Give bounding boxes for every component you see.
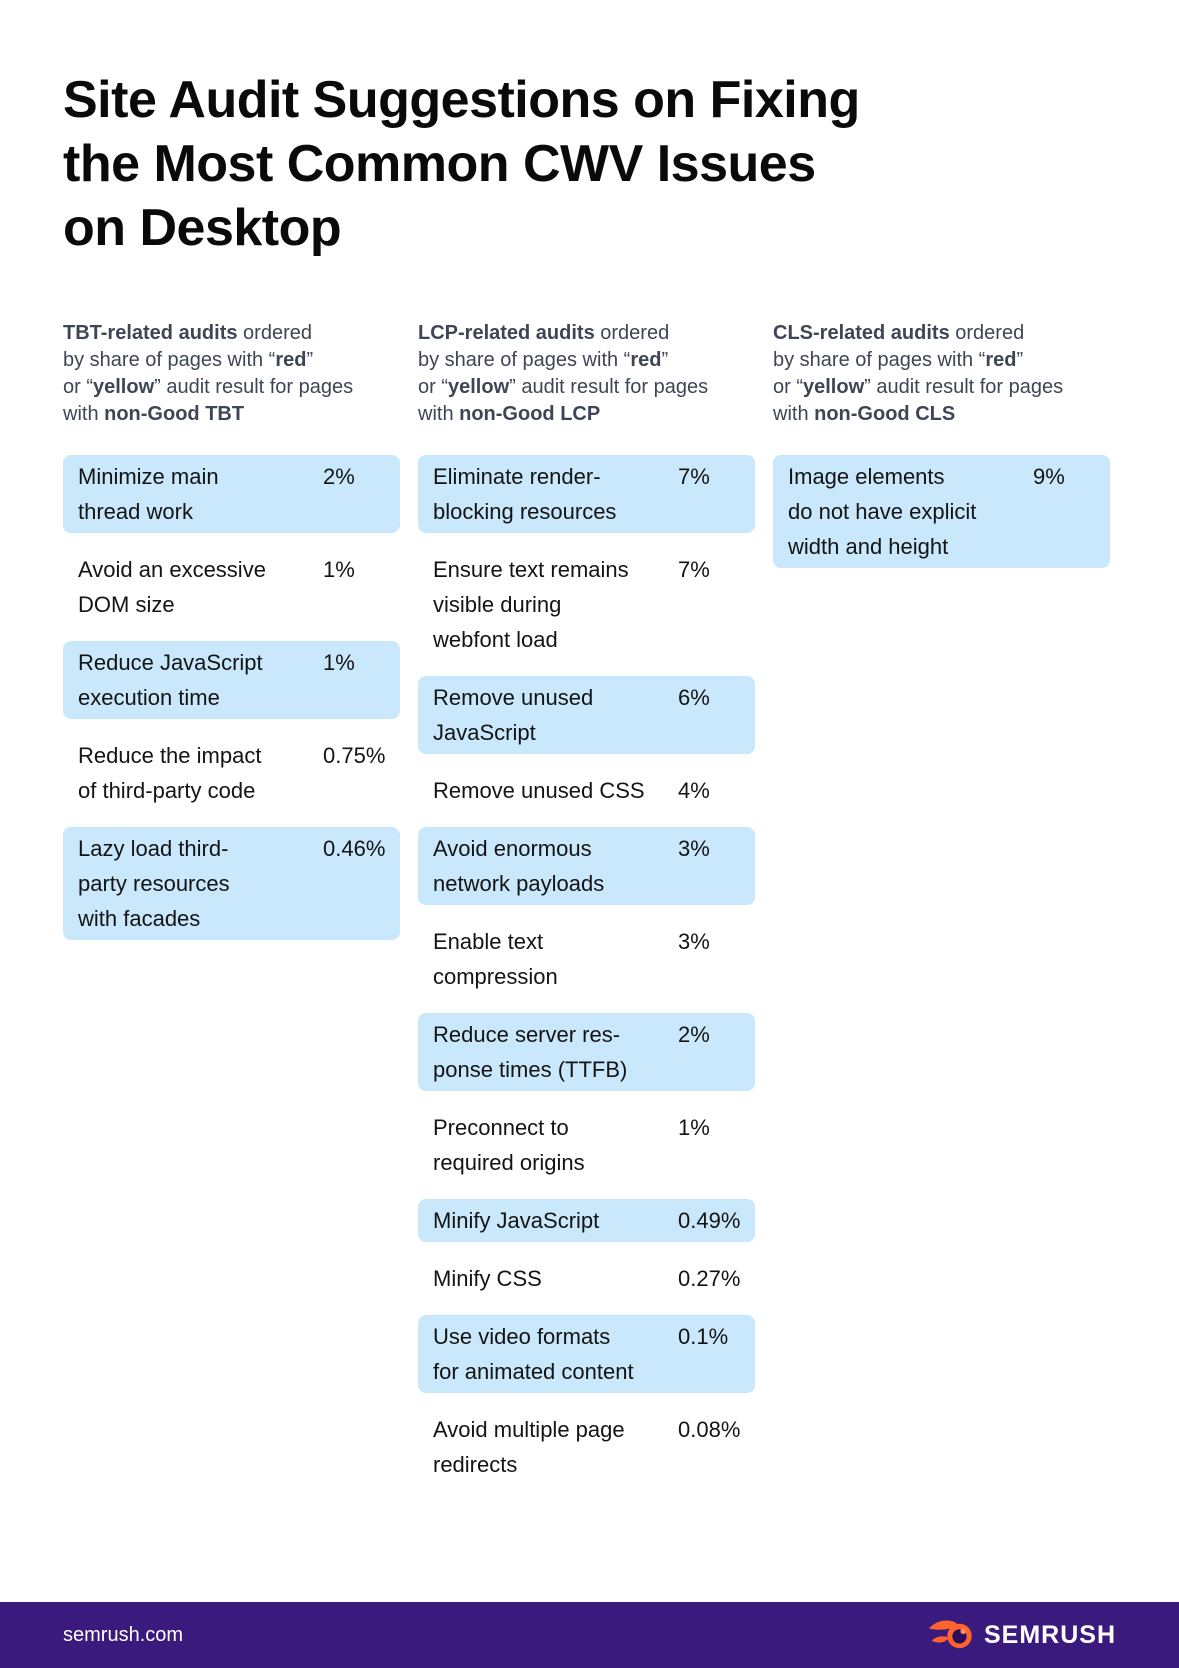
- audit-item-value: 3%: [678, 836, 710, 861]
- semrush-logo: SEMRUSH: [928, 1617, 1116, 1653]
- audit-item-value: 2%: [323, 464, 355, 489]
- semrush-comet-icon: [928, 1617, 975, 1653]
- audit-item-label: Minimize main thread work: [78, 464, 219, 524]
- audit-item: Ensure text remains visible during webfo…: [418, 548, 755, 661]
- header-segment: LCP-related audits: [418, 322, 595, 344]
- header-segment: ” or “: [773, 349, 1024, 398]
- site-url: semrush.com: [63, 1623, 184, 1646]
- audit-item: Minimize main thread work 2%: [63, 455, 400, 533]
- header-segment: ordered by share of pages with “: [418, 322, 670, 371]
- audit-item-label: Avoid an excessive DOM size: [78, 557, 266, 617]
- header-segment: CLS-related audits: [773, 322, 950, 344]
- header-segment: ” audit result for pages with: [773, 376, 1064, 425]
- audit-column-cls: CLS-related audits ordered by share of p…: [773, 320, 1110, 1486]
- audit-item: Remove unused CSS 4%: [418, 769, 755, 812]
- audit-item-value: 1%: [323, 557, 355, 582]
- audit-item-label: Eliminate render- blocking resources: [433, 464, 617, 524]
- semrush-wordmark: SEMRUSH: [983, 1620, 1116, 1649]
- audit-item: Image elements do not have explicit widt…: [773, 455, 1110, 568]
- audit-item-label: Avoid enormous network payloads: [433, 836, 605, 896]
- audit-item-label: Ensure text remains visible during webfo…: [433, 557, 629, 652]
- audit-item: Use video formats for animated content 0…: [418, 1315, 755, 1393]
- footer-bar: semrush.com SEMRUSH: [0, 1602, 1179, 1668]
- column-header-lcp: LCP-related audits ordered by share of p…: [418, 320, 755, 428]
- audit-item: Preconnect to required origins 1%: [418, 1106, 755, 1184]
- audit-item: Avoid an excessive DOM size 1%: [63, 548, 400, 626]
- header-segment: yellow: [448, 376, 510, 398]
- audit-item-label: Avoid multiple page redirects: [433, 1417, 625, 1477]
- column-header-cls: CLS-related audits ordered by share of p…: [773, 320, 1110, 428]
- header-segment: yellow: [803, 376, 865, 398]
- header-segment: TBT-related audits: [63, 322, 238, 344]
- audit-item-value: 6%: [678, 685, 710, 710]
- audit-item-value: 2%: [678, 1022, 710, 1047]
- audit-item-label: Reduce JavaScript execution time: [78, 650, 263, 710]
- audit-item-value: 3%: [678, 929, 710, 954]
- header-segment: ordered by share of pages with “: [63, 322, 312, 371]
- audit-list-tbt: Minimize main thread work 2% Avoid an ex…: [63, 455, 400, 940]
- column-header-tbt: TBT-related audits ordered by share of p…: [63, 320, 400, 428]
- audit-column-tbt: TBT-related audits ordered by share of p…: [63, 320, 400, 1486]
- audit-item: Reduce server res- ponse times (TTFB) 2%: [418, 1013, 755, 1091]
- header-segment: ” audit result for pages with: [418, 376, 709, 425]
- audit-item: Eliminate render- blocking resources 7%: [418, 455, 755, 533]
- audit-item-label: Use video formats for animated content: [433, 1324, 634, 1384]
- audit-item-value: 4%: [678, 778, 710, 803]
- header-segment: ” audit result for pages with: [63, 376, 354, 425]
- audit-columns: TBT-related audits ordered by share of p…: [63, 320, 1116, 1486]
- audit-item-label: Remove unused JavaScript: [433, 685, 594, 745]
- audit-item-value: 0.08%: [678, 1417, 741, 1442]
- audit-item: Avoid multiple page redirects 0.08%: [418, 1408, 755, 1486]
- header-segment: red: [275, 349, 307, 371]
- page-title: Site Audit Suggestions on Fixing the Mos…: [63, 71, 860, 257]
- audit-item-value: 0.1%: [678, 1324, 729, 1349]
- audit-item: Enable text compression 3%: [418, 920, 755, 998]
- audit-column-lcp: LCP-related audits ordered by share of p…: [418, 320, 755, 1486]
- header-segment: red: [630, 349, 662, 371]
- audit-item-label: Image elements do not have explicit widt…: [788, 464, 977, 559]
- audit-item: Lazy load third- party resources with fa…: [63, 827, 400, 940]
- header-segment: ” or “: [63, 349, 314, 398]
- audit-item-value: 0.27%: [678, 1266, 741, 1291]
- audit-item: Avoid enormous network payloads 3%: [418, 827, 755, 905]
- audit-item-value: 0.46%: [323, 836, 386, 861]
- audit-item-value: 0.75%: [323, 743, 386, 768]
- audit-item: Minify CSS 0.27%: [418, 1257, 755, 1300]
- audit-item-label: Preconnect to required origins: [433, 1115, 585, 1175]
- header-segment: ordered by share of pages with “: [773, 322, 1025, 371]
- audit-item: Reduce the impact of third-party code 0.…: [63, 734, 400, 812]
- audit-item-label: Reduce the impact of third-party code: [78, 743, 262, 803]
- header-segment: non-Good LCP: [459, 403, 601, 425]
- header-segment: red: [985, 349, 1017, 371]
- audit-item-value: 7%: [678, 557, 710, 582]
- header-segment: non-Good TBT: [104, 403, 245, 425]
- audit-item: Remove unused JavaScript 6%: [418, 676, 755, 754]
- header-segment: ” or “: [418, 349, 669, 398]
- audit-item-label: Reduce server res- ponse times (TTFB): [433, 1022, 628, 1082]
- audit-item-value: 1%: [323, 650, 355, 675]
- audit-item: Minify JavaScript 0.49%: [418, 1199, 755, 1242]
- audit-item-label: Remove unused CSS: [433, 778, 645, 803]
- audit-list-cls: Image elements do not have explicit widt…: [773, 455, 1110, 568]
- audit-item-value: 1%: [678, 1115, 710, 1140]
- audit-item-value: 7%: [678, 464, 710, 489]
- audit-item-value: 9%: [1033, 464, 1065, 489]
- audit-item-value: 0.49%: [678, 1208, 741, 1233]
- audit-item-label: Lazy load third- party resources with fa…: [78, 836, 230, 931]
- audit-item-label: Minify JavaScript: [433, 1208, 600, 1233]
- header-segment: non-Good CLS: [814, 403, 956, 425]
- audit-list-lcp: Eliminate render- blocking resources 7% …: [418, 455, 755, 1486]
- header-segment: yellow: [93, 376, 155, 398]
- audit-item: Reduce JavaScript execution time 1%: [63, 641, 400, 719]
- audit-item-label: Enable text compression: [433, 929, 558, 989]
- audit-item-label: Minify CSS: [433, 1266, 542, 1291]
